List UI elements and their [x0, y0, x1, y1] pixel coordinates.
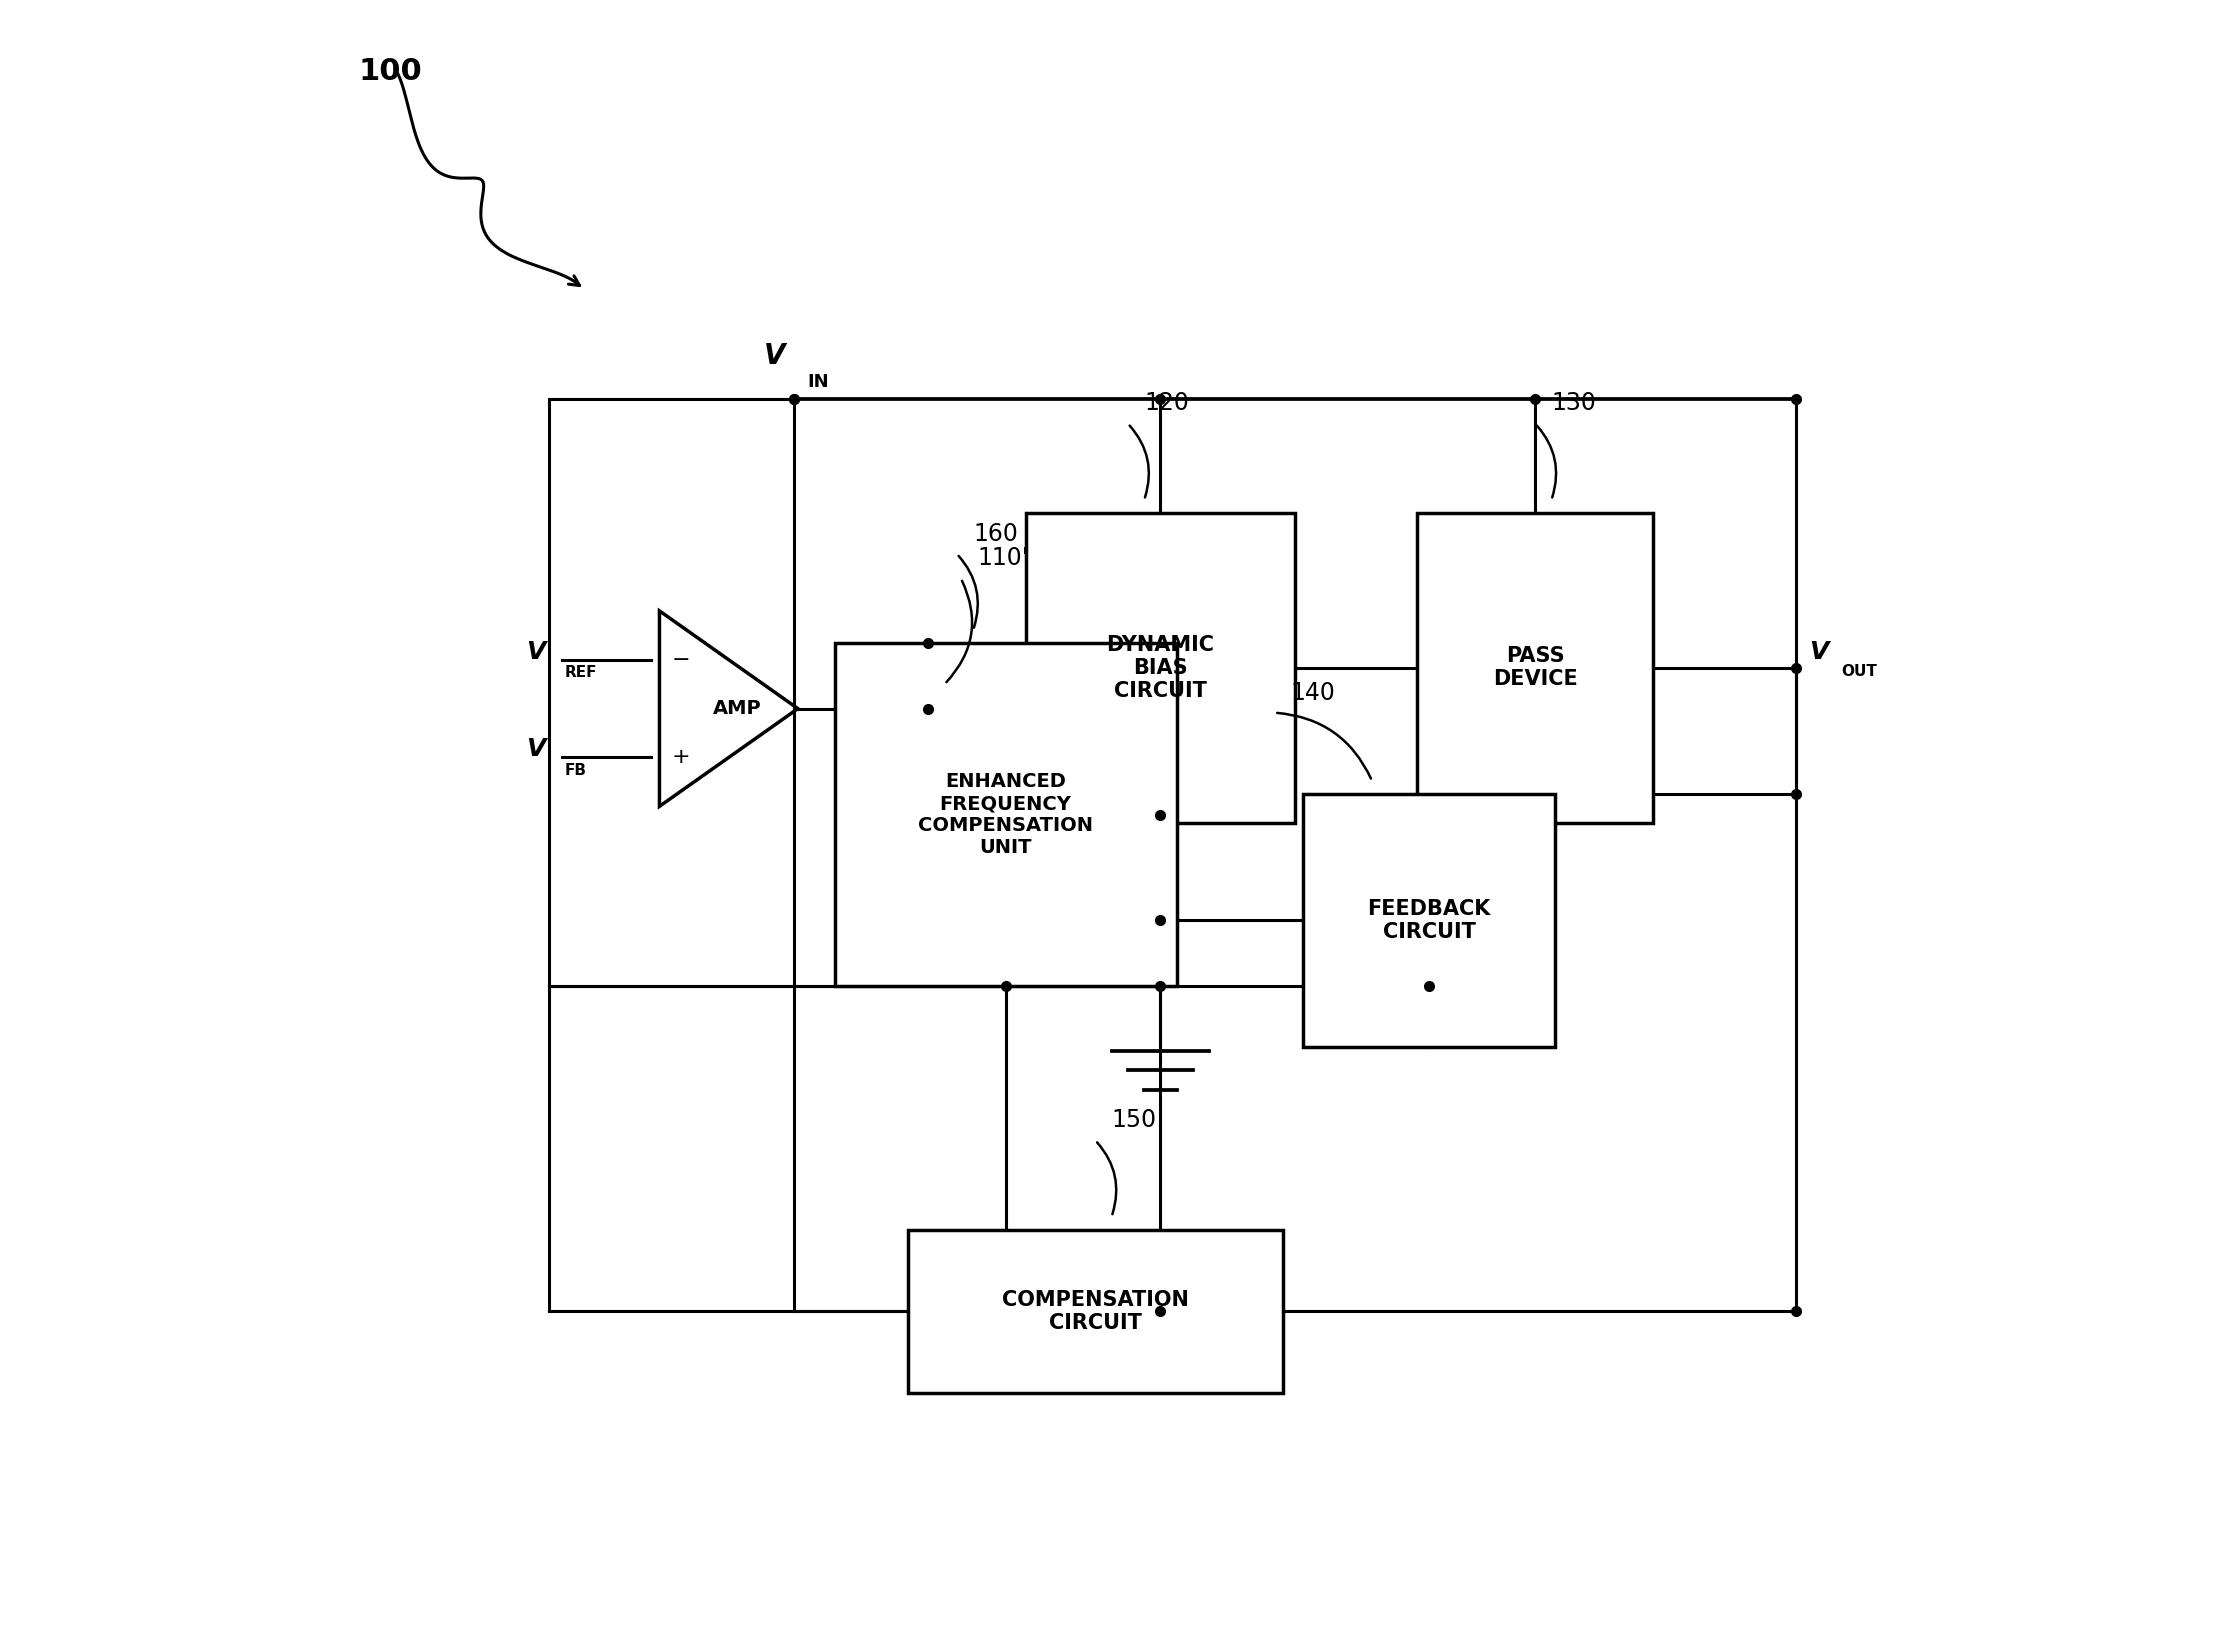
Text: AMP: AMP: [714, 699, 760, 718]
Text: REF: REF: [565, 665, 598, 681]
Text: FEEDBACK
CIRCUIT: FEEDBACK CIRCUIT: [1367, 899, 1492, 942]
Text: 150: 150: [1112, 1108, 1156, 1132]
FancyBboxPatch shape: [1027, 513, 1294, 823]
Text: IN: IN: [807, 373, 829, 391]
Text: 160: 160: [974, 521, 1018, 546]
Text: V: V: [1810, 640, 1827, 663]
Text: DYNAMIC
BIAS
CIRCUIT: DYNAMIC BIAS CIRCUIT: [1107, 635, 1214, 700]
FancyBboxPatch shape: [1416, 513, 1654, 823]
Text: +: +: [671, 748, 689, 767]
Text: OUT: OUT: [1841, 663, 1876, 679]
FancyBboxPatch shape: [834, 643, 1176, 986]
Text: COMPENSATION
CIRCUIT: COMPENSATION CIRCUIT: [1003, 1290, 1189, 1333]
Text: ENHANCED
FREQUENCY
COMPENSATION
UNIT: ENHANCED FREQUENCY COMPENSATION UNIT: [918, 772, 1094, 857]
Text: 100: 100: [358, 57, 422, 86]
Text: 110': 110': [978, 546, 1029, 570]
Text: 140: 140: [1292, 681, 1336, 705]
Text: V: V: [765, 342, 785, 370]
Text: −: −: [671, 650, 689, 670]
Text: V: V: [527, 738, 545, 761]
Text: 130: 130: [1552, 391, 1596, 415]
Text: FB: FB: [565, 762, 587, 779]
FancyBboxPatch shape: [907, 1230, 1283, 1393]
FancyBboxPatch shape: [1303, 795, 1556, 1047]
Text: PASS
DEVICE: PASS DEVICE: [1492, 647, 1578, 689]
Text: 120: 120: [1145, 391, 1189, 415]
Text: V: V: [527, 640, 545, 663]
